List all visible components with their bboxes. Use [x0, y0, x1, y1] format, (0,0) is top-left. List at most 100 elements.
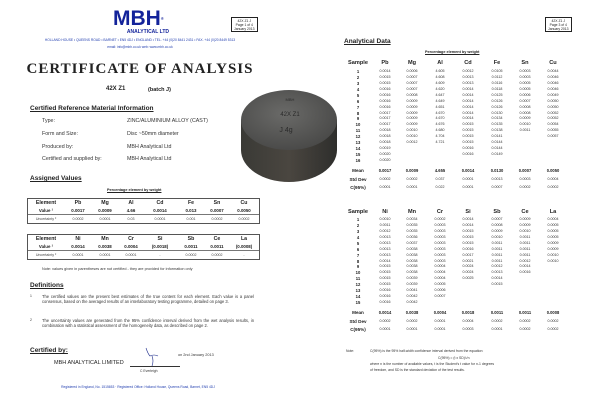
page-ref-box-right: 42X Z1 J Page 3 of 4 January 2013 — [545, 17, 572, 32]
signature-line — [130, 366, 180, 367]
cell-value: 0.0013 — [491, 270, 503, 275]
cell-value: 0.0046 — [547, 74, 559, 79]
cell-value: 0.0015 — [462, 134, 474, 139]
cell-value: Value ¹ — [38, 208, 54, 213]
cell-value: 0.0007 — [518, 168, 532, 173]
cell-value: 0.0001 — [491, 327, 503, 331]
cell-value: 0.0011 — [518, 310, 532, 315]
cell-value: Pb — [381, 60, 389, 66]
cell-value: 0.0057 — [547, 134, 559, 139]
cell-value: 4.620 — [435, 86, 445, 91]
cell-value: 0.0011 — [491, 246, 503, 251]
cell-value: 0.0014 — [491, 276, 503, 281]
cell-value: Value ¹ — [38, 244, 54, 249]
cell-value: 0.0010 — [406, 128, 418, 133]
cell-value: 0.0039 — [406, 276, 418, 281]
cell-value: 0.0003 — [434, 240, 446, 245]
cell-value: 0.0002 — [491, 318, 503, 323]
info-value-form: Disc ~50mm diameter — [127, 131, 179, 137]
cell-value: 0.0001 — [434, 318, 446, 323]
cell-value: 0.0005 — [519, 86, 531, 91]
cell-value: 0.0011 — [184, 244, 198, 249]
cell-value: 0.0017 — [462, 252, 474, 257]
cell-value: 0.0014 — [71, 244, 85, 249]
cell-value: 0.0018 — [461, 310, 475, 315]
certified-by-heading: Certified by: — [30, 347, 68, 354]
cell-value: 4.651 — [435, 104, 445, 109]
cell-value: 0.0016 — [379, 86, 391, 91]
info-value-type: ZINC/ALUMINIUM ALLOY (CAST) — [127, 118, 208, 124]
cell-header: Ni — [75, 236, 81, 242]
cell-value: 0.0050 — [546, 168, 560, 173]
disc-engraving-logo: MBH — [286, 97, 295, 102]
cell-value: 0.0014 — [462, 92, 474, 97]
cell-value: 0.0050 — [547, 104, 559, 109]
row-label: 14 — [355, 146, 361, 152]
cell-value: 4.680 — [435, 128, 445, 133]
table-value-row: Value ¹ 0.0017 0.0009 4.66 0.0014 0.013 0.0007… — [28, 207, 259, 215]
row-label: 4 — [356, 234, 360, 240]
cell-value: 0.0002 — [519, 318, 531, 323]
row-label: 9 — [356, 116, 360, 122]
cell-value: 4.655 — [434, 168, 446, 173]
cell-value: 0.0005 — [547, 222, 559, 227]
cell-value: 4.704 — [435, 134, 445, 139]
cell-value: 0.0002 — [547, 185, 559, 189]
row-label: 12 — [355, 282, 361, 288]
cell-value: 0.0017 — [71, 208, 85, 213]
cell-value: 0.0035 — [406, 222, 418, 227]
row-label: 1 — [356, 69, 360, 74]
table-row: 13 0.0018 0.0012 4.721 0.0015 0.0144 — [340, 140, 590, 146]
cell-value: 0.0009 — [519, 217, 531, 221]
parentheses-note: Note: values given in parentheses are no… — [42, 267, 193, 271]
stats-row: Mean 0.0014 0.0038 0.0004 0.0018 0.0011 0.0011… — [340, 310, 590, 316]
cell-value: 0.0004 — [434, 270, 446, 275]
row-label: 16 — [355, 157, 361, 163]
cell-value: 0.0002 — [547, 318, 559, 323]
cell-value: 0.0014 — [378, 310, 392, 315]
cell-value: 0.0018 — [379, 128, 391, 133]
cell-value: 0.0015 — [379, 282, 391, 287]
cell-value: 0.0055 — [547, 128, 559, 133]
cell-header: Cr — [128, 236, 134, 242]
cell-uncertainty: 0.0002 — [72, 216, 84, 221]
cell-value: 0.0012 — [519, 258, 531, 263]
cell-value: Cd — [464, 60, 472, 66]
cell-value: 0.0003 — [434, 252, 446, 257]
table-uncertainty-row: Uncertainty ² 0.0002 0.0001 0.03 0.0001 0.001… — [28, 214, 259, 223]
row-label: 10 — [355, 270, 361, 276]
cell-value: 0.0116 — [491, 80, 503, 85]
cell-value: 0.0014 — [462, 110, 474, 115]
row-label: 6 — [356, 98, 360, 104]
stats-row: Mean 0.0017 0.0009 4.655 0.0014 0.0130 0.0007 0… — [340, 168, 590, 174]
cell-value: 0.0038 — [406, 252, 418, 257]
cell-value: 0.0002 — [434, 217, 446, 221]
cell-value: 0.0009 — [547, 246, 559, 251]
cell-uncertainty: 0.0002 — [211, 216, 223, 221]
row-label: 5 — [356, 240, 360, 246]
row-label: 4 — [356, 86, 360, 92]
cell-value: 0.0010 — [519, 228, 531, 233]
table-row: 3 0.0015 0.0007 4.609 0.0013 0.0116 0.0005 0.00… — [340, 81, 590, 87]
cell-value: 0.0007 — [491, 185, 503, 189]
cell-value: 0.0050 — [547, 98, 559, 103]
cell-value: 0.0009 — [491, 228, 503, 233]
cell-value: 0.0008 — [519, 104, 531, 109]
cell-value: 0.0009 — [547, 240, 559, 245]
cell-value: 0.0012 — [462, 69, 474, 73]
table-row: 15 0.0020 0.0016 0.0149 — [340, 152, 590, 158]
table-uncertainty-row: Uncertainty ² 0.0001 0.0001 0.0001 - 0.0002 0.… — [28, 250, 259, 259]
cell-value: 0.0019 — [379, 146, 391, 151]
cell-header: Si — [157, 236, 163, 242]
cell-value: 0.0014 — [462, 98, 474, 103]
cell-value: 0.0003 — [519, 74, 531, 79]
cell-value: 0.0036 — [406, 234, 418, 239]
cell-uncertainty: 0.0001 — [99, 252, 111, 257]
definitions-heading: Definitions — [30, 282, 64, 289]
cell-value: 0.0007 — [406, 80, 418, 85]
cell-value: 4.609 — [435, 80, 445, 85]
cell-uncertainty: 0.001 — [186, 216, 196, 221]
cell-value: 0.0004 — [434, 264, 446, 269]
cell-value: 0.0003 — [519, 176, 531, 181]
cell-value: 0.0017 — [379, 110, 391, 115]
